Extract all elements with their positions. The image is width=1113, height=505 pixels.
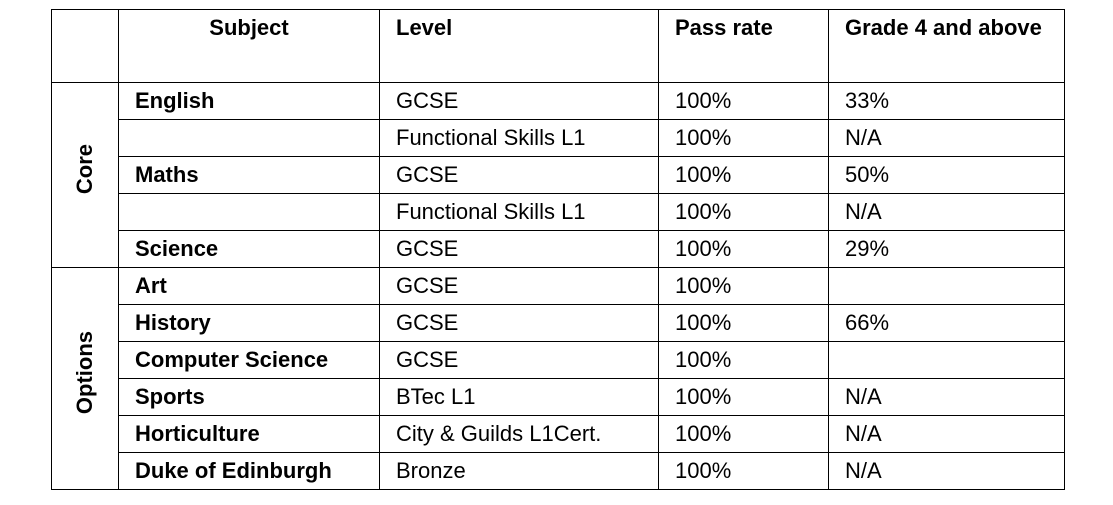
- table-row: Functional Skills L1 100% N/A: [52, 193, 1065, 231]
- grade4-cell: N/A: [828, 378, 1065, 416]
- subject-cell: History: [118, 304, 380, 342]
- level-cell: GCSE: [379, 156, 659, 194]
- grade4-cell: 29%: [828, 230, 1065, 268]
- level-cell: GCSE: [379, 304, 659, 342]
- subject-cell: English: [118, 82, 380, 120]
- level-cell: GCSE: [379, 341, 659, 379]
- table-row: Duke of Edinburgh Bronze 100% N/A: [52, 452, 1065, 490]
- grade4-cell: [828, 341, 1065, 379]
- grade4-cell: [828, 267, 1065, 305]
- header-row: Subject Level Pass rate Grade 4 and abov…: [51, 9, 1065, 83]
- level-cell: Bronze: [379, 452, 659, 490]
- pass-rate-cell: 100%: [658, 304, 829, 342]
- subject-header: Subject: [118, 9, 380, 83]
- subject-cell: Sports: [118, 378, 380, 416]
- grade4-cell: N/A: [828, 415, 1065, 453]
- level-cell: Functional Skills L1: [379, 119, 659, 157]
- pass-rate-cell: 100%: [658, 415, 829, 453]
- table-row: Core English GCSE 100% 33%: [51, 82, 1065, 268]
- level-header: Level: [379, 9, 659, 83]
- subject-cell: [118, 119, 380, 157]
- group-header: [51, 9, 119, 83]
- level-cell: GCSE: [379, 267, 659, 305]
- level-cell: GCSE: [379, 230, 659, 268]
- level-cell: City & Guilds L1Cert.: [379, 415, 659, 453]
- subject-cell: Science: [118, 230, 380, 268]
- level-cell: Functional Skills L1: [379, 193, 659, 231]
- subject-cell: [118, 193, 380, 231]
- grade4-cell: N/A: [828, 193, 1065, 231]
- subject-cell: Computer Science: [118, 341, 380, 379]
- grade4-header: Grade 4 and above: [828, 9, 1065, 83]
- grade4-cell: 33%: [828, 82, 1065, 120]
- grade4-cell: N/A: [828, 119, 1065, 157]
- level-cell: GCSE: [379, 82, 659, 120]
- table-row: Maths GCSE 100% 50%: [52, 156, 1065, 194]
- table-row: Sports BTec L1 100% N/A: [52, 378, 1065, 416]
- pass-rate-cell: 100%: [658, 82, 829, 120]
- pass-rate-cell: 100%: [658, 378, 829, 416]
- subject-cell: Maths: [118, 156, 380, 194]
- core-group-label: Core: [51, 82, 119, 268]
- table-row: Options Art GCSE 100%: [51, 267, 1065, 490]
- subject-cell: Horticulture: [118, 415, 380, 453]
- subject-cell: Duke of Edinburgh: [118, 452, 380, 490]
- pass-rate-cell: 100%: [658, 267, 829, 305]
- pass-rate-header: Pass rate: [658, 9, 829, 83]
- table-row: Functional Skills L1 100% N/A: [52, 119, 1065, 157]
- table-row: History GCSE 100% 66%: [52, 304, 1065, 342]
- grade4-cell: 66%: [828, 304, 1065, 342]
- table-row: Computer Science GCSE 100%: [52, 341, 1065, 379]
- options-group-label: Options: [51, 267, 119, 490]
- pass-rate-cell: 100%: [658, 193, 829, 231]
- level-cell: BTec L1: [379, 378, 659, 416]
- pass-rate-cell: 100%: [658, 341, 829, 379]
- pass-rate-cell: 100%: [658, 156, 829, 194]
- table-row: Science GCSE 100% 29%: [52, 230, 1065, 268]
- grade4-cell: N/A: [828, 452, 1065, 490]
- subject-cell: Art: [118, 267, 380, 305]
- grade4-cell: 50%: [828, 156, 1065, 194]
- pass-rate-cell: 100%: [658, 119, 829, 157]
- pass-rate-cell: 100%: [658, 452, 829, 490]
- results-table: Subject Level Pass rate Grade 4 and abov…: [51, 9, 1065, 490]
- pass-rate-cell: 100%: [658, 230, 829, 268]
- table-row: Horticulture City & Guilds L1Cert. 100% …: [52, 415, 1065, 453]
